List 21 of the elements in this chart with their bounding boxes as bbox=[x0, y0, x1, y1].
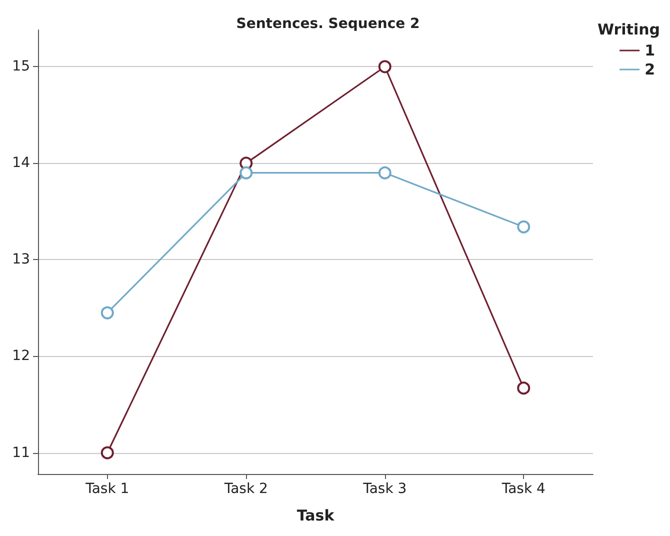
x-tick-label: Task 2 bbox=[223, 481, 268, 497]
y-tick-label: 13 bbox=[12, 252, 30, 268]
legend-title: Writing bbox=[597, 20, 660, 38]
point bbox=[378, 166, 392, 180]
point bbox=[517, 220, 530, 234]
y-tick-label: 15 bbox=[12, 58, 30, 75]
point bbox=[240, 166, 253, 180]
y-tick-label: 12 bbox=[12, 348, 30, 364]
legend-label: 1 bbox=[644, 42, 655, 60]
x-tick-label: Task 3 bbox=[362, 481, 407, 497]
y-tick-label: 14 bbox=[12, 155, 30, 172]
point bbox=[517, 382, 530, 395]
x-axis-title: Task bbox=[296, 506, 336, 524]
y-tick-label: 11 bbox=[12, 444, 30, 461]
point bbox=[378, 60, 392, 74]
x-tick-label: Task 4 bbox=[500, 481, 546, 497]
x-tick-label: Task 1 bbox=[84, 481, 130, 497]
point bbox=[100, 446, 114, 460]
legend-label: 2 bbox=[644, 60, 655, 78]
chart-title: Sentences. Sequence 2 bbox=[236, 16, 420, 32]
point bbox=[100, 306, 114, 320]
